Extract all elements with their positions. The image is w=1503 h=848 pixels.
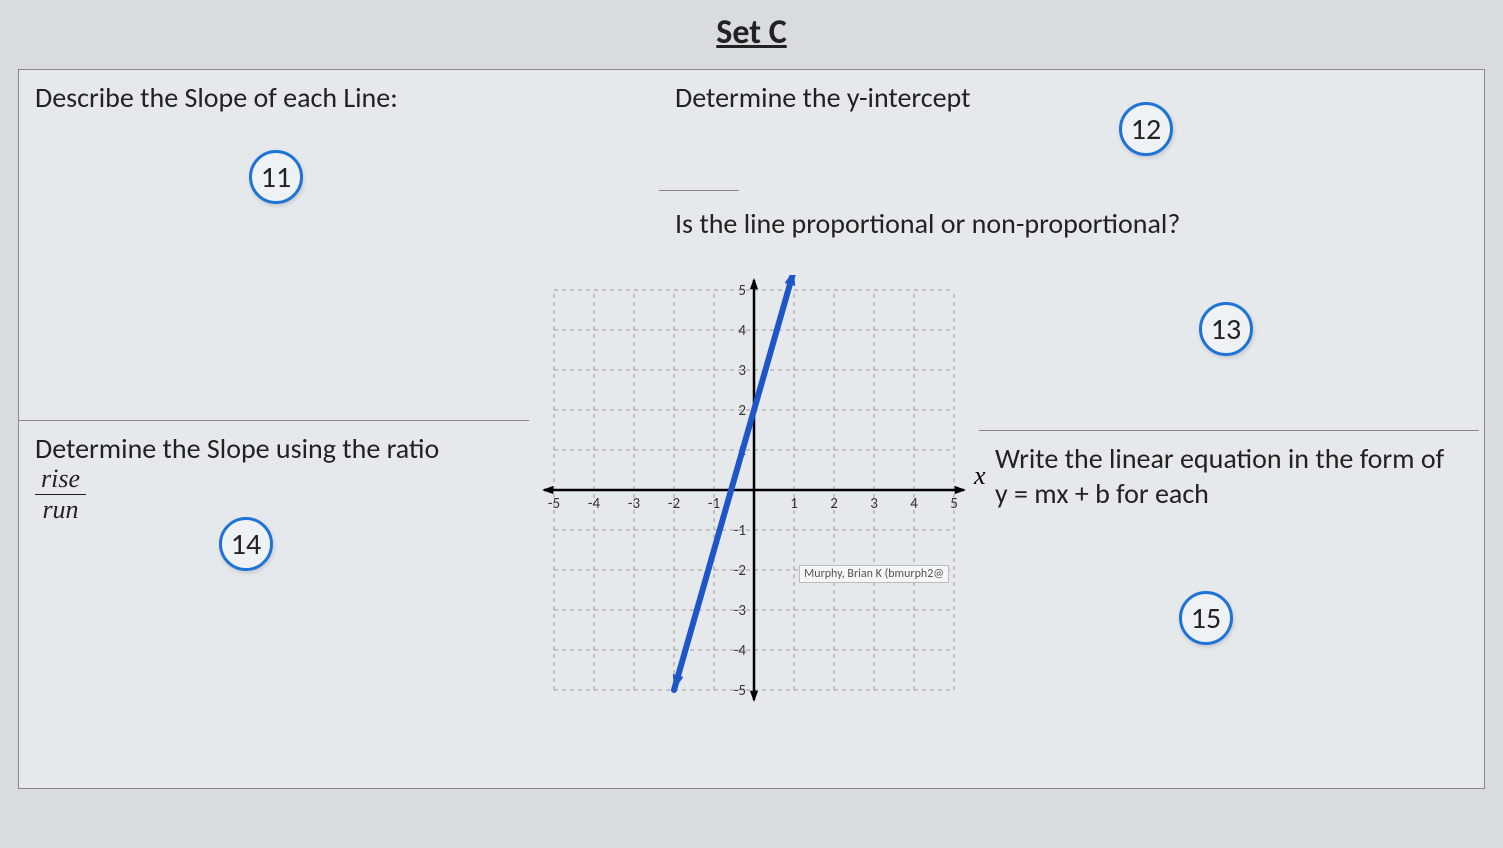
badge-12: 12 xyxy=(1119,102,1173,156)
svg-text:-2: -2 xyxy=(668,495,680,513)
svg-text:3: 3 xyxy=(738,362,746,380)
page-title: Set C xyxy=(0,0,1503,59)
user-tooltip: Murphy, Brian K (bmurph2@ xyxy=(799,565,949,583)
q15-prompt: Write the linear equation in the form of… xyxy=(995,441,1463,511)
svg-text:-4: -4 xyxy=(588,495,601,513)
svg-text:-5: -5 xyxy=(548,495,560,513)
svg-text:2: 2 xyxy=(830,495,838,513)
svg-text:-5: -5 xyxy=(734,682,746,700)
q14-num: rise xyxy=(35,466,86,495)
badge-14: 14 xyxy=(219,517,273,571)
svg-text:-3: -3 xyxy=(734,602,747,620)
q14-prompt: Determine the Slope using the ratio rise… xyxy=(35,431,513,523)
q14-prompt-lead: Determine the Slope using the ratio xyxy=(35,431,439,466)
svg-text:-1: -1 xyxy=(734,522,746,540)
worksheet: Describe the Slope of each Line: 11 Dete… xyxy=(18,69,1485,789)
cell-q15: Write the linear equation in the form of… xyxy=(979,430,1479,790)
svg-text:4: 4 xyxy=(738,322,746,340)
svg-text:-4: -4 xyxy=(734,642,747,660)
svg-text:2: 2 xyxy=(738,402,746,420)
badge-13: 13 xyxy=(1199,302,1253,356)
svg-text:5: 5 xyxy=(738,282,746,300)
svg-text:1: 1 xyxy=(790,495,798,513)
q14-den: run xyxy=(35,495,86,523)
q14-fraction: rise run xyxy=(35,466,86,523)
q11-prompt: Describe the Slope of each Line: xyxy=(35,80,643,115)
cell-q12: Determine the y-intercept 12 xyxy=(659,70,1479,190)
q12-prompt: Determine the y-intercept xyxy=(675,80,1463,115)
svg-text:-2: -2 xyxy=(734,562,746,580)
svg-text:5: 5 xyxy=(950,495,958,513)
svg-text:3: 3 xyxy=(870,495,878,513)
x-axis-label: x xyxy=(974,461,986,491)
chart-svg: -5-4-3-2-112345-5-4-3-2-112345 xyxy=(539,275,969,705)
q13-prompt: Is the line proportional or non-proporti… xyxy=(675,206,1463,241)
svg-text:-3: -3 xyxy=(628,495,641,513)
svg-text:-1: -1 xyxy=(708,495,720,513)
svg-text:4: 4 xyxy=(910,495,918,513)
coordinate-grid: -5-4-3-2-112345-5-4-3-2-112345 x Murphy,… xyxy=(539,275,969,705)
cell-q14: Determine the Slope using the ratio rise… xyxy=(19,420,529,790)
badge-11: 11 xyxy=(249,150,303,204)
badge-15: 15 xyxy=(1179,591,1233,645)
